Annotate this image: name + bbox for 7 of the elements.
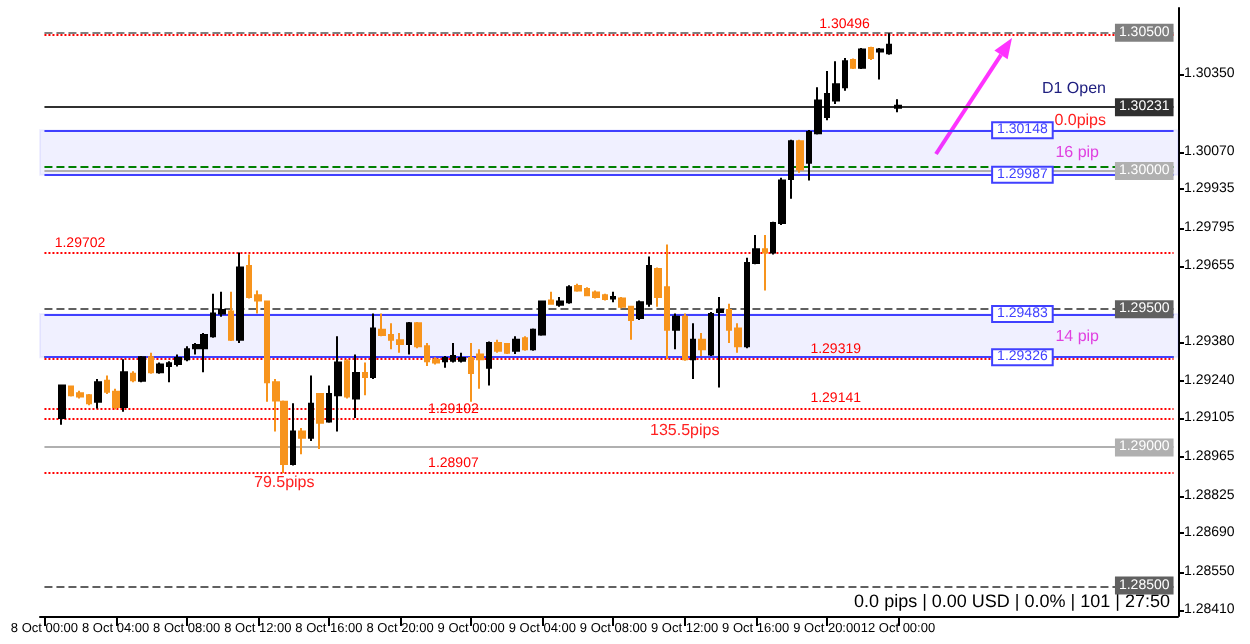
annotation: 0.0 pips | 0.00 USD | 0.0% | 101 | 27:50 <box>854 591 1171 611</box>
annotation: 79.5pips <box>254 473 315 491</box>
annotation: 0.0pips <box>1054 111 1106 129</box>
band-label: 16 pip <box>1055 143 1101 162</box>
annotation: D1 Open <box>1041 79 1107 97</box>
band-label: 14 pip <box>1055 326 1101 345</box>
annotation: 135.5pips <box>650 421 720 439</box>
